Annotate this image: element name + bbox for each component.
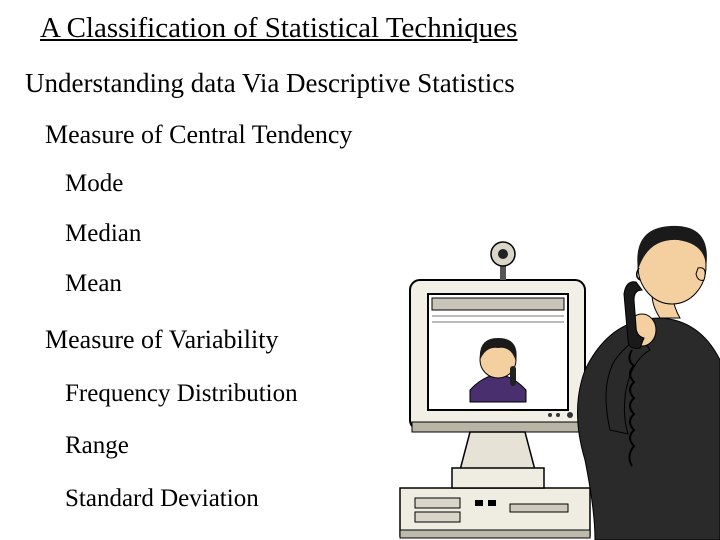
line-median: Median	[65, 220, 141, 248]
line-mean: Mean	[65, 270, 122, 298]
webcam-icon	[491, 242, 515, 280]
line-central-tendency: Measure of Central Tendency	[45, 120, 352, 150]
desktop-cpu-icon	[400, 488, 590, 538]
slide-title: A Classification of Statistical Techniqu…	[40, 12, 517, 45]
line-mode: Mode	[65, 170, 123, 198]
line-variability: Measure of Variability	[45, 325, 278, 355]
slide: A Classification of Statistical Techniqu…	[0, 0, 720, 540]
line-understanding: Understanding data Via Descriptive Stati…	[25, 68, 515, 99]
crt-monitor-icon	[410, 280, 585, 488]
line-frequency-distribution: Frequency Distribution	[65, 380, 298, 408]
line-range: Range	[65, 432, 129, 460]
man-on-phone-icon	[578, 226, 720, 540]
clipart-videocall	[360, 210, 720, 540]
line-standard-deviation: Standard Deviation	[65, 485, 259, 513]
